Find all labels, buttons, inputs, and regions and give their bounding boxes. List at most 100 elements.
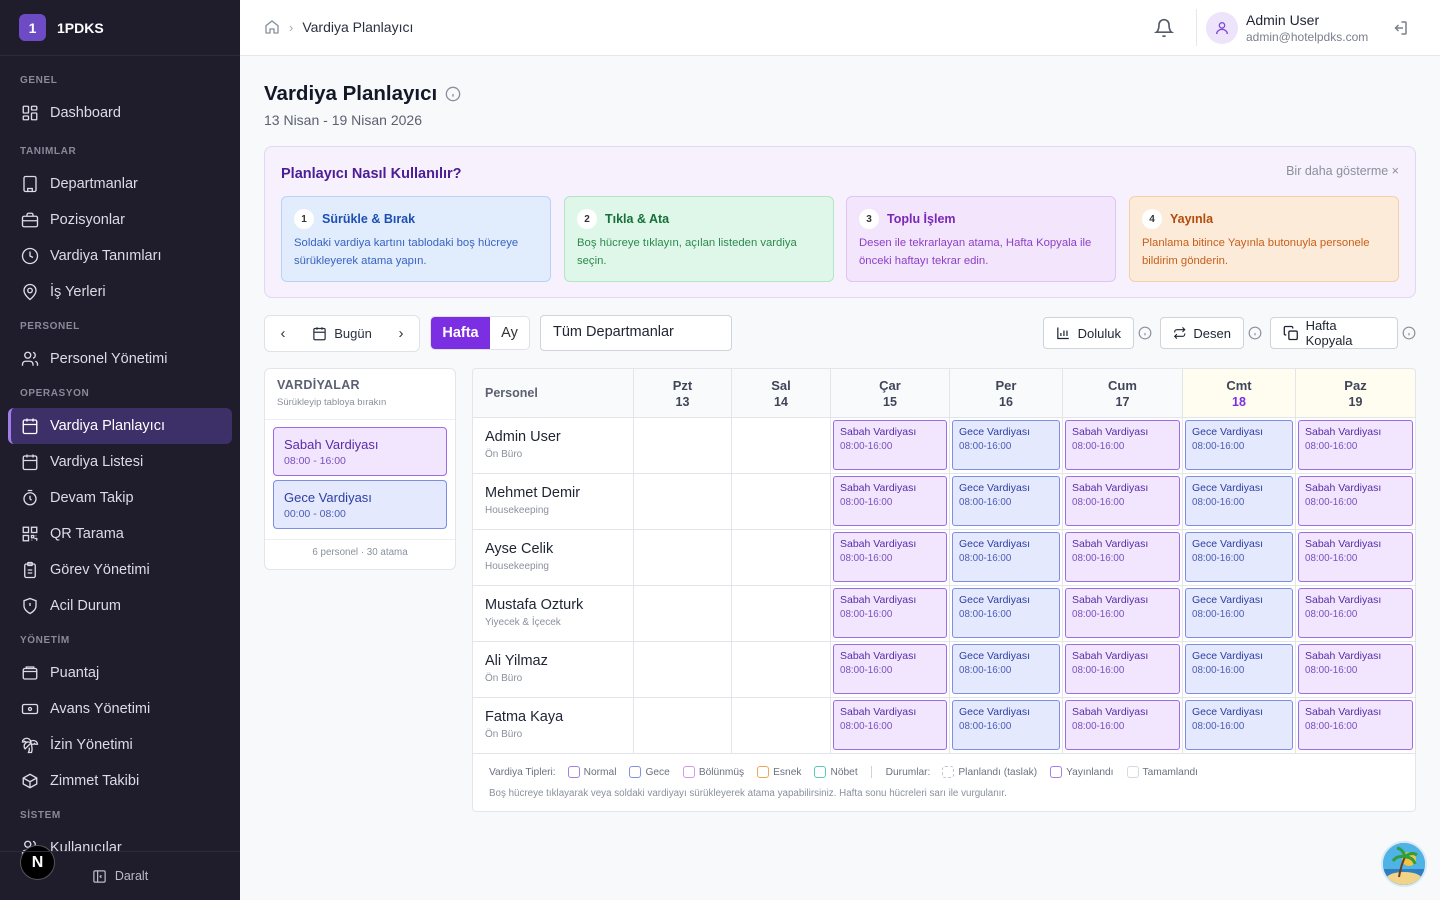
shift-assignment[interactable]: Gece Vardiyası 08:00-16:00 (1185, 532, 1293, 582)
schedule-cell[interactable]: Gece Vardiyası 08:00-16:00 (950, 642, 1063, 698)
schedule-cell[interactable]: Gece Vardiyası 08:00-16:00 (950, 474, 1063, 530)
schedule-cell[interactable]: Sabah Vardiyası 08:00-16:00 (831, 698, 950, 754)
sidebar-item-i-zin-yönetimi[interactable]: İzin Yönetimi (8, 727, 232, 763)
shift-assignment[interactable]: Gece Vardiyası 08:00-16:00 (952, 700, 1060, 750)
shift-assignment[interactable]: Sabah Vardiyası 08:00-16:00 (1298, 588, 1413, 638)
schedule-cell[interactable]: Gece Vardiyası 08:00-16:00 (950, 530, 1063, 586)
schedule-cell[interactable]: Sabah Vardiyası 08:00-16:00 (831, 586, 950, 642)
schedule-cell[interactable] (634, 698, 732, 754)
schedule-cell[interactable] (732, 586, 831, 642)
shift-assignment[interactable]: Sabah Vardiyası 08:00-16:00 (833, 700, 947, 750)
schedule-cell[interactable]: Sabah Vardiyası 08:00-16:00 (1296, 586, 1415, 642)
next-week-button[interactable]: › (383, 316, 419, 351)
shift-assignment[interactable]: Sabah Vardiyası 08:00-16:00 (1298, 700, 1413, 750)
schedule-cell[interactable]: Gece Vardiyası 08:00-16:00 (950, 418, 1063, 474)
sidebar-item-zimmet-takibi[interactable]: Zimmet Takibi (8, 763, 232, 799)
shift-assignment[interactable]: Sabah Vardiyası 08:00-16:00 (1065, 476, 1180, 526)
shift-assignment[interactable]: Gece Vardiyası 08:00-16:00 (1185, 476, 1293, 526)
schedule-cell[interactable]: Sabah Vardiyası 08:00-16:00 (1063, 642, 1183, 698)
sidebar-item-vardiya-tanımları[interactable]: Vardiya Tanımları (8, 238, 232, 274)
shift-assignment[interactable]: Sabah Vardiyası 08:00-16:00 (1065, 700, 1180, 750)
schedule-cell[interactable] (732, 642, 831, 698)
shift-assignment[interactable]: Gece Vardiyası 08:00-16:00 (952, 532, 1060, 582)
schedule-cell[interactable]: Gece Vardiyası 08:00-16:00 (1183, 418, 1296, 474)
shift-assignment[interactable]: Sabah Vardiyası 08:00-16:00 (1298, 420, 1413, 470)
schedule-cell[interactable]: Sabah Vardiyası 08:00-16:00 (1063, 530, 1183, 586)
info-icon[interactable] (445, 86, 461, 102)
brand[interactable]: 1 1PDKS (0, 0, 240, 56)
copy-week-button[interactable]: Hafta Kopyala (1270, 317, 1398, 349)
shift-assignment[interactable]: Gece Vardiyası 08:00-16:00 (952, 588, 1060, 638)
shift-assignment[interactable]: Sabah Vardiyası 08:00-16:00 (833, 476, 947, 526)
prev-week-button[interactable]: ‹ (265, 316, 301, 351)
shift-assignment[interactable]: Sabah Vardiyası 08:00-16:00 (833, 588, 947, 638)
schedule-cell[interactable]: Gece Vardiyası 08:00-16:00 (1183, 698, 1296, 754)
schedule-cell[interactable]: Sabah Vardiyası 08:00-16:00 (1296, 530, 1415, 586)
sidebar-item-avans-yönetimi[interactable]: Avans Yönetimi (8, 691, 232, 727)
dismiss-help-button[interactable]: Bir daha gösterme × (1286, 164, 1399, 178)
shift-assignment[interactable]: Sabah Vardiyası 08:00-16:00 (833, 420, 947, 470)
sidebar-item-dashboard[interactable]: Dashboard (8, 95, 232, 131)
shift-assignment[interactable]: Sabah Vardiyası 08:00-16:00 (1298, 532, 1413, 582)
shift-assignment[interactable]: Sabah Vardiyası 08:00-16:00 (833, 532, 947, 582)
schedule-cell[interactable] (634, 530, 732, 586)
schedule-cell[interactable] (732, 418, 831, 474)
schedule-cell[interactable]: Sabah Vardiyası 08:00-16:00 (1296, 418, 1415, 474)
logout-icon[interactable] (1391, 19, 1409, 37)
month-view-button[interactable]: Ay (501, 325, 518, 341)
schedule-cell[interactable]: Gece Vardiyası 08:00-16:00 (950, 586, 1063, 642)
avatar[interactable] (1206, 12, 1238, 44)
sidebar-item-vardiya-planlayıcı[interactable]: Vardiya Planlayıcı (8, 408, 232, 444)
schedule-cell[interactable]: Sabah Vardiyası 08:00-16:00 (1063, 418, 1183, 474)
shift-assignment[interactable]: Gece Vardiyası 08:00-16:00 (1185, 644, 1293, 694)
sidebar-item-acil-durum[interactable]: Acil Durum (8, 588, 232, 624)
info-icon[interactable] (1138, 326, 1152, 340)
pattern-button[interactable]: Desen (1160, 317, 1244, 349)
occupancy-button[interactable]: Doluluk (1043, 317, 1134, 349)
schedule-cell[interactable]: Gece Vardiyası 08:00-16:00 (1183, 474, 1296, 530)
sidebar-item-qr-tarama[interactable]: QR Tarama (8, 516, 232, 552)
shift-assignment[interactable]: Gece Vardiyası 08:00-16:00 (1185, 588, 1293, 638)
schedule-cell[interactable]: Gece Vardiyası 08:00-16:00 (950, 698, 1063, 754)
shift-card-morning[interactable]: Sabah Vardiyası 08:00 - 16:00 (273, 427, 447, 476)
week-view-button[interactable]: Hafta (431, 317, 490, 349)
department-select[interactable]: Tüm Departmanlar (540, 315, 732, 351)
sidebar-item-i-ş-yerleri[interactable]: İş Yerleri (8, 274, 232, 310)
schedule-cell[interactable]: Gece Vardiyası 08:00-16:00 (1183, 642, 1296, 698)
shift-assignment[interactable]: Gece Vardiyası 08:00-16:00 (952, 476, 1060, 526)
shift-card-night[interactable]: Gece Vardiyası 00:00 - 08:00 (273, 480, 447, 529)
beach-app-icon[interactable] (1381, 841, 1427, 887)
schedule-cell[interactable]: Sabah Vardiyası 08:00-16:00 (1063, 698, 1183, 754)
sidebar-item-pozisyonlar[interactable]: Pozisyonlar (8, 202, 232, 238)
sidebar-item-puantaj[interactable]: Puantaj (8, 655, 232, 691)
info-icon[interactable] (1248, 326, 1262, 340)
shift-assignment[interactable]: Gece Vardiyası 08:00-16:00 (952, 644, 1060, 694)
schedule-cell[interactable] (634, 418, 732, 474)
schedule-cell[interactable]: Sabah Vardiyası 08:00-16:00 (1063, 586, 1183, 642)
collapse-button[interactable]: Daralt (0, 851, 240, 900)
schedule-cell[interactable]: Sabah Vardiyası 08:00-16:00 (831, 418, 950, 474)
shift-assignment[interactable]: Sabah Vardiyası 08:00-16:00 (1298, 476, 1413, 526)
schedule-cell[interactable]: Sabah Vardiyası 08:00-16:00 (1296, 698, 1415, 754)
today-button[interactable]: Bugün (301, 326, 383, 341)
shift-assignment[interactable]: Sabah Vardiyası 08:00-16:00 (1065, 420, 1180, 470)
schedule-cell[interactable] (732, 530, 831, 586)
info-icon[interactable] (1402, 326, 1416, 340)
schedule-cell[interactable]: Sabah Vardiyası 08:00-16:00 (831, 474, 950, 530)
sidebar-item-vardiya-listesi[interactable]: Vardiya Listesi (8, 444, 232, 480)
shift-assignment[interactable]: Sabah Vardiyası 08:00-16:00 (833, 644, 947, 694)
schedule-cell[interactable]: Sabah Vardiyası 08:00-16:00 (1296, 474, 1415, 530)
shift-assignment[interactable]: Sabah Vardiyası 08:00-16:00 (1065, 644, 1180, 694)
shift-assignment[interactable]: Sabah Vardiyası 08:00-16:00 (1065, 532, 1180, 582)
schedule-cell[interactable]: Sabah Vardiyası 08:00-16:00 (1063, 474, 1183, 530)
schedule-cell[interactable] (732, 698, 831, 754)
schedule-cell[interactable] (634, 474, 732, 530)
schedule-cell[interactable]: Gece Vardiyası 08:00-16:00 (1183, 530, 1296, 586)
sidebar-item-departmanlar[interactable]: Departmanlar (8, 166, 232, 202)
schedule-cell[interactable]: Sabah Vardiyası 08:00-16:00 (831, 530, 950, 586)
shift-assignment[interactable]: Gece Vardiyası 08:00-16:00 (1185, 420, 1293, 470)
schedule-cell[interactable] (634, 642, 732, 698)
schedule-cell[interactable] (732, 474, 831, 530)
sidebar-item-görev-yönetimi[interactable]: Görev Yönetimi (8, 552, 232, 588)
schedule-cell[interactable]: Sabah Vardiyası 08:00-16:00 (1296, 642, 1415, 698)
